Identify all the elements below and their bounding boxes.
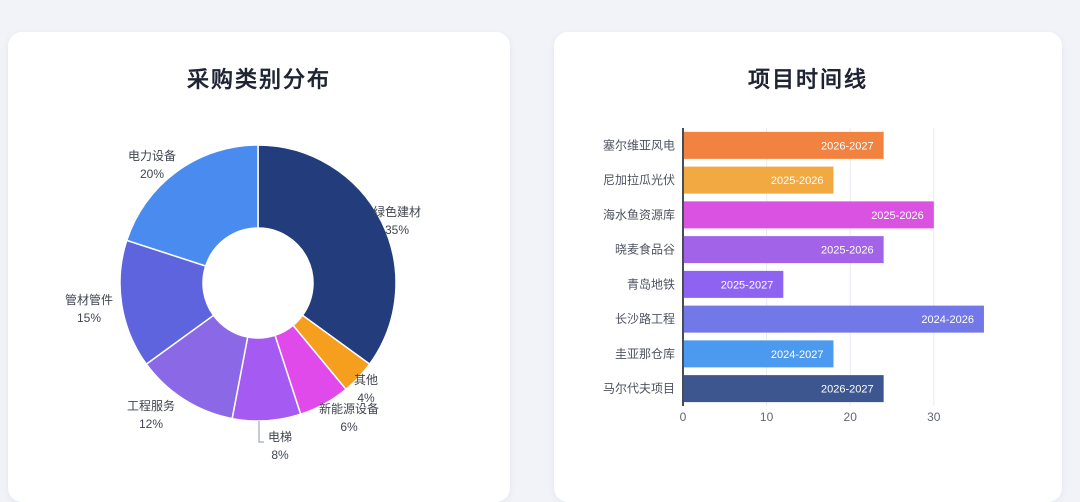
pie-label-pct-2: 6% (340, 420, 358, 434)
pie-slice-0[interactable] (257, 144, 397, 366)
pie-label-pct-5: 15% (77, 311, 101, 325)
pie-chart-canvas: 绿色建材 35% 其他 4%新能源设备 6% 电梯 8% 工程服务 12% 管材管件 15% 电力设备… (65, 144, 421, 462)
dashboard: { "page": { "background_color": "#f1f3f8… (8, 32, 1062, 502)
x-axis-tick-label-0: 0 (680, 410, 687, 424)
x-axis-tick-label-10: 10 (760, 410, 774, 424)
bar-chart-title: 项目时间线 (747, 67, 868, 92)
pie-label-name-2: 新能源设备 (319, 401, 379, 416)
pie-label-pct-4: 12% (139, 417, 163, 431)
bar-5[interactable] (683, 305, 984, 333)
bar-category-label-2: 海水鱼资源库 (603, 207, 675, 222)
pie-label-pct-1: 4% (357, 391, 375, 405)
bar-value-label-2: 2025-2026 (871, 210, 924, 222)
bar-value-label-1: 2025-2026 (771, 175, 824, 187)
pie-slice-6[interactable] (125, 144, 259, 267)
x-axis-tick-label-30: 30 (927, 410, 941, 424)
pie-label-pct-6: 20% (140, 167, 164, 181)
pie-label-pct-0: 35% (385, 223, 409, 237)
pie-label-pct-3: 8% (271, 448, 289, 462)
bar-category-label-7: 马尔代夫项目 (603, 381, 675, 396)
bar-value-label-3: 2025-2026 (821, 245, 874, 257)
pie-slice-5[interactable] (119, 239, 215, 366)
pie-label-name-3: 电梯 (268, 430, 292, 444)
bar-category-label-0: 塞尔维亚风电 (603, 137, 675, 152)
bar-category-label-1: 尼加拉瓜光伏 (603, 172, 675, 187)
bar-category-label-3: 晓麦食品谷 (615, 242, 675, 257)
bar-7[interactable] (683, 375, 884, 403)
project-timeline-card: 项目时间线 塞尔维亚风电 2026-2027 尼加拉瓜光伏 2025-2026 海水鱼资… (554, 32, 1062, 502)
bar-6[interactable] (683, 340, 834, 368)
bar-3[interactable] (683, 236, 884, 264)
bar-0[interactable] (683, 131, 884, 159)
bar-value-label-5: 2024-2026 (921, 314, 974, 326)
bar-1[interactable] (683, 166, 834, 194)
bar-category-label-4: 青岛地铁 (627, 276, 675, 291)
pie-label-leader-line (258, 421, 264, 443)
bar-value-label-7: 2026-2027 (821, 384, 874, 396)
pie-label-name-1: 其他 (354, 373, 378, 387)
bar-value-label-0: 2026-2027 (821, 140, 874, 152)
bar-4[interactable] (683, 270, 784, 298)
procurement-category-card: 采购类别分布 绿色建材 35% 其他 4% 新能源设备 6% 电梯 8% 工程服务 12% 管材管件… (8, 32, 510, 502)
bar-category-label-6: 圭亚那仓库 (615, 346, 675, 361)
bar-category-label-5: 长沙路工程 (615, 311, 675, 326)
bar-chart-canvas: 塞尔维亚风电 2026-2027 尼加拉瓜光伏 2025-2026 海水鱼资源库 2025… (603, 128, 984, 424)
pie-label-name-0: 绿色建材 (373, 204, 421, 219)
pie-label-name-6: 电力设备 (128, 149, 176, 163)
bar-value-label-4: 2025-2027 (721, 279, 774, 291)
bar-2[interactable] (683, 201, 934, 229)
pie-chart-title: 采购类别分布 (186, 67, 331, 92)
bar-value-label-6: 2024-2027 (771, 349, 824, 361)
x-axis-tick-label-20: 20 (844, 410, 858, 424)
pie-label-name-5: 管材管件 (65, 292, 113, 307)
pie-label-name-4: 工程服务 (127, 398, 175, 413)
